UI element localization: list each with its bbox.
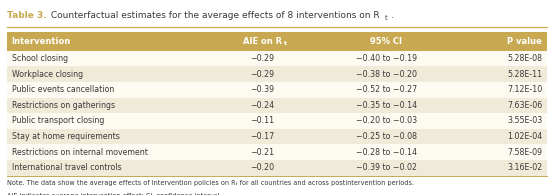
- Text: Note. The data show the average effects of intervention policies on Rₜ for all c: Note. The data show the average effects …: [7, 180, 414, 186]
- Text: Intervention: Intervention: [12, 37, 71, 46]
- Text: −0.28 to −0.14: −0.28 to −0.14: [356, 148, 417, 157]
- Text: −0.11: −0.11: [250, 116, 274, 125]
- Text: −0.40 to −0.19: −0.40 to −0.19: [356, 54, 417, 63]
- Text: −0.39 to −0.02: −0.39 to −0.02: [356, 163, 417, 172]
- Bar: [7, 51, 547, 66]
- Text: −0.29: −0.29: [250, 70, 274, 79]
- Text: −0.35 to −0.14: −0.35 to −0.14: [356, 101, 417, 110]
- Text: 5.28E-08: 5.28E-08: [507, 54, 542, 63]
- Text: Stay at home requirements: Stay at home requirements: [12, 132, 120, 141]
- Text: −0.20: −0.20: [250, 163, 274, 172]
- Text: 3.55E-03: 3.55E-03: [507, 116, 542, 125]
- Text: Public transport closing: Public transport closing: [12, 116, 104, 125]
- Text: t: t: [384, 15, 387, 21]
- Text: 5.28E-11: 5.28E-11: [507, 70, 542, 79]
- Text: −0.20 to −0.03: −0.20 to −0.03: [356, 116, 417, 125]
- Text: t: t: [284, 41, 288, 46]
- Text: −0.24: −0.24: [250, 101, 274, 110]
- Text: 7.63E-06: 7.63E-06: [507, 101, 542, 110]
- Bar: [7, 113, 547, 129]
- Bar: [7, 82, 547, 98]
- Text: Restrictions on gatherings: Restrictions on gatherings: [12, 101, 115, 110]
- Text: AIE on R: AIE on R: [243, 37, 282, 46]
- Text: 3.16E-02: 3.16E-02: [507, 163, 542, 172]
- Text: Table 3.: Table 3.: [7, 11, 47, 20]
- Text: −0.29: −0.29: [250, 54, 274, 63]
- Text: −0.38 to −0.20: −0.38 to −0.20: [356, 70, 417, 79]
- Text: Restrictions on internal movement: Restrictions on internal movement: [12, 148, 147, 157]
- Text: P value: P value: [507, 37, 542, 46]
- Text: Workplace closing: Workplace closing: [12, 70, 83, 79]
- Text: −0.39: −0.39: [250, 85, 274, 94]
- Text: 7.12E-10: 7.12E-10: [507, 85, 542, 94]
- Text: 7.58E-09: 7.58E-09: [507, 148, 542, 157]
- Text: −0.17: −0.17: [250, 132, 274, 141]
- Bar: [7, 98, 547, 113]
- Text: Public events cancellation: Public events cancellation: [12, 85, 114, 94]
- Text: −0.52 to −0.27: −0.52 to −0.27: [356, 85, 417, 94]
- Bar: [7, 160, 547, 176]
- Text: .: .: [391, 11, 394, 20]
- Text: School closing: School closing: [12, 54, 68, 63]
- Bar: [7, 66, 547, 82]
- Text: AIE indicates average intervention effect; CI, confidence interval.: AIE indicates average intervention effec…: [7, 193, 222, 195]
- Bar: [7, 129, 547, 144]
- Text: −0.21: −0.21: [250, 148, 274, 157]
- Text: 95% CI: 95% CI: [370, 37, 402, 46]
- Bar: [7, 144, 547, 160]
- Text: International travel controls: International travel controls: [12, 163, 121, 172]
- Text: −0.25 to −0.08: −0.25 to −0.08: [356, 132, 417, 141]
- Text: Counterfactual estimates for the average effects of 8 interventions on R: Counterfactual estimates for the average…: [48, 11, 379, 20]
- Bar: [7, 32, 547, 51]
- Text: 1.02E-04: 1.02E-04: [507, 132, 542, 141]
